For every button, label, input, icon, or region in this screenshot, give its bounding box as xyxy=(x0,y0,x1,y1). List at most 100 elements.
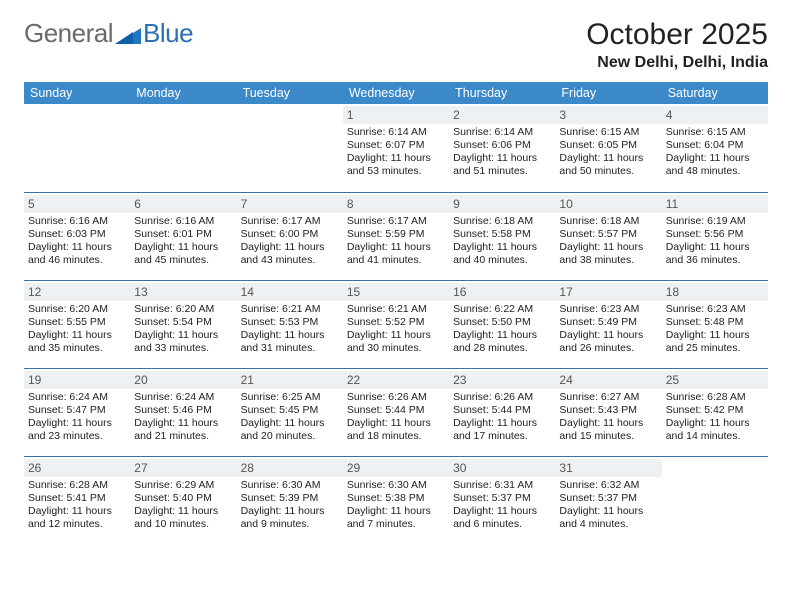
day-detail-line: and 46 minutes. xyxy=(28,254,126,267)
day-detail-line: Daylight: 11 hours xyxy=(134,241,232,254)
day-detail-line: and 30 minutes. xyxy=(347,342,445,355)
day-detail-line: Sunset: 5:38 PM xyxy=(347,492,445,505)
day-detail-line: and 41 minutes. xyxy=(347,254,445,267)
calendar-day-cell: 5 Sunrise: 6:16 AMSunset: 6:03 PMDaylight… xyxy=(24,192,130,280)
calendar-day-cell xyxy=(237,104,343,192)
day-detail-line: Sunrise: 6:15 AM xyxy=(559,126,657,139)
day-detail-line: Sunrise: 6:20 AM xyxy=(28,303,126,316)
day-number: 30 xyxy=(449,459,555,477)
day-details: Sunrise: 6:15 AMSunset: 6:04 PMDaylight:… xyxy=(666,126,764,179)
calendar-table: SundayMondayTuesdayWednesdayThursdayFrid… xyxy=(24,82,768,544)
calendar-day-cell: 19Sunrise: 6:24 AMSunset: 5:47 PMDayligh… xyxy=(24,368,130,456)
day-detail-line: Sunrise: 6:32 AM xyxy=(559,479,657,492)
day-detail-line: and 18 minutes. xyxy=(347,430,445,443)
day-detail-line: Daylight: 11 hours xyxy=(559,241,657,254)
day-number: 20 xyxy=(130,371,236,389)
day-detail-line: and 48 minutes. xyxy=(666,165,764,178)
day-details: Sunrise: 6:25 AMSunset: 5:45 PMDaylight:… xyxy=(241,391,339,444)
day-detail-line: Daylight: 11 hours xyxy=(241,329,339,342)
day-number: 25 xyxy=(662,371,768,389)
calendar-day-cell: 22Sunrise: 6:26 AMSunset: 5:44 PMDayligh… xyxy=(343,368,449,456)
day-details: Sunrise: 6:20 AMSunset: 5:55 PMDaylight:… xyxy=(28,303,126,356)
day-detail-line: Daylight: 11 hours xyxy=(666,152,764,165)
day-detail-line: Sunrise: 6:23 AM xyxy=(666,303,764,316)
day-detail-line: Daylight: 11 hours xyxy=(453,241,551,254)
brand-logo: General Blue xyxy=(24,18,193,49)
day-detail-line: Daylight: 11 hours xyxy=(241,417,339,430)
day-detail-line: Sunset: 5:52 PM xyxy=(347,316,445,329)
calendar-day-cell xyxy=(662,456,768,544)
day-detail-line: Sunset: 5:45 PM xyxy=(241,404,339,417)
day-detail-line: Daylight: 11 hours xyxy=(453,417,551,430)
day-detail-line: Sunset: 6:01 PM xyxy=(134,228,232,241)
day-detail-line: Daylight: 11 hours xyxy=(453,329,551,342)
day-number: 27 xyxy=(130,459,236,477)
day-detail-line: Daylight: 11 hours xyxy=(559,329,657,342)
calendar-day-cell xyxy=(130,104,236,192)
day-details: Sunrise: 6:15 AMSunset: 6:05 PMDaylight:… xyxy=(559,126,657,179)
day-detail-line: Sunset: 5:39 PM xyxy=(241,492,339,505)
day-detail-line: Sunset: 5:46 PM xyxy=(134,404,232,417)
day-details: Sunrise: 6:21 AMSunset: 5:52 PMDaylight:… xyxy=(347,303,445,356)
day-number: 18 xyxy=(662,283,768,301)
calendar-day-cell: 25Sunrise: 6:28 AMSunset: 5:42 PMDayligh… xyxy=(662,368,768,456)
day-detail-line: Sunrise: 6:26 AM xyxy=(347,391,445,404)
calendar-day-cell: 28Sunrise: 6:30 AMSunset: 5:39 PMDayligh… xyxy=(237,456,343,544)
day-detail-line: and 40 minutes. xyxy=(453,254,551,267)
day-detail-line: and 9 minutes. xyxy=(241,518,339,531)
day-detail-line: Sunrise: 6:18 AM xyxy=(559,215,657,228)
day-details: Sunrise: 6:16 AMSunset: 6:01 PMDaylight:… xyxy=(134,215,232,268)
day-detail-line: Sunrise: 6:27 AM xyxy=(559,391,657,404)
day-detail-line: and 38 minutes. xyxy=(559,254,657,267)
day-details: Sunrise: 6:26 AMSunset: 5:44 PMDaylight:… xyxy=(453,391,551,444)
day-detail-line: Sunset: 5:48 PM xyxy=(666,316,764,329)
day-detail-line: Daylight: 11 hours xyxy=(241,241,339,254)
day-detail-line: Sunrise: 6:25 AM xyxy=(241,391,339,404)
day-detail-line: and 25 minutes. xyxy=(666,342,764,355)
brand-general: General xyxy=(24,18,113,49)
day-detail-line: and 7 minutes. xyxy=(347,518,445,531)
day-detail-line: Sunrise: 6:15 AM xyxy=(666,126,764,139)
day-details: Sunrise: 6:23 AMSunset: 5:49 PMDaylight:… xyxy=(559,303,657,356)
day-details: Sunrise: 6:30 AMSunset: 5:38 PMDaylight:… xyxy=(347,479,445,532)
day-number: 4 xyxy=(662,106,768,124)
day-detail-line: Sunset: 6:05 PM xyxy=(559,139,657,152)
day-number: 5 xyxy=(24,195,130,213)
day-number: 12 xyxy=(24,283,130,301)
header-row: General Blue October 2025 New Delhi, Del… xyxy=(24,18,768,72)
calendar-week-row: 19Sunrise: 6:24 AMSunset: 5:47 PMDayligh… xyxy=(24,368,768,456)
weekday-header: Saturday xyxy=(662,82,768,104)
calendar-week-row: 5 Sunrise: 6:16 AMSunset: 6:03 PMDaylight… xyxy=(24,192,768,280)
calendar-day-cell: 11Sunrise: 6:19 AMSunset: 5:56 PMDayligh… xyxy=(662,192,768,280)
day-detail-line: Sunrise: 6:20 AM xyxy=(134,303,232,316)
day-number: 26 xyxy=(24,459,130,477)
day-detail-line: and 36 minutes. xyxy=(666,254,764,267)
day-detail-line: Sunrise: 6:21 AM xyxy=(347,303,445,316)
day-number: 8 xyxy=(343,195,449,213)
day-details: Sunrise: 6:31 AMSunset: 5:37 PMDaylight:… xyxy=(453,479,551,532)
day-detail-line: Sunrise: 6:18 AM xyxy=(453,215,551,228)
day-number: 19 xyxy=(24,371,130,389)
day-number: 23 xyxy=(449,371,555,389)
day-details: Sunrise: 6:27 AMSunset: 5:43 PMDaylight:… xyxy=(559,391,657,444)
day-details: Sunrise: 6:16 AMSunset: 6:03 PMDaylight:… xyxy=(28,215,126,268)
day-details: Sunrise: 6:30 AMSunset: 5:39 PMDaylight:… xyxy=(241,479,339,532)
day-detail-line: Daylight: 11 hours xyxy=(347,152,445,165)
day-detail-line: and 35 minutes. xyxy=(28,342,126,355)
day-detail-line: Sunset: 5:50 PM xyxy=(453,316,551,329)
day-number: 17 xyxy=(555,283,661,301)
day-number: 14 xyxy=(237,283,343,301)
day-details: Sunrise: 6:24 AMSunset: 5:46 PMDaylight:… xyxy=(134,391,232,444)
day-details: Sunrise: 6:26 AMSunset: 5:44 PMDaylight:… xyxy=(347,391,445,444)
day-detail-line: Sunset: 5:47 PM xyxy=(28,404,126,417)
day-detail-line: Daylight: 11 hours xyxy=(347,329,445,342)
day-detail-line: Daylight: 11 hours xyxy=(28,329,126,342)
calendar-day-cell: 2Sunrise: 6:14 AMSunset: 6:06 PMDaylight… xyxy=(449,104,555,192)
calendar-day-cell: 23 Sunrise: 6:26 AMSunset: 5:44 PMDayligh… xyxy=(449,368,555,456)
calendar-day-cell: 6Sunrise: 6:16 AMSunset: 6:01 PMDaylight… xyxy=(130,192,236,280)
weekday-header: Tuesday xyxy=(237,82,343,104)
day-number: 21 xyxy=(237,371,343,389)
calendar-day-cell: 27Sunrise: 6:29 AMSunset: 5:40 PMDayligh… xyxy=(130,456,236,544)
day-detail-line: Sunset: 5:54 PM xyxy=(134,316,232,329)
calendar-day-cell: 16Sunrise: 6:22 AMSunset: 5:50 PMDayligh… xyxy=(449,280,555,368)
